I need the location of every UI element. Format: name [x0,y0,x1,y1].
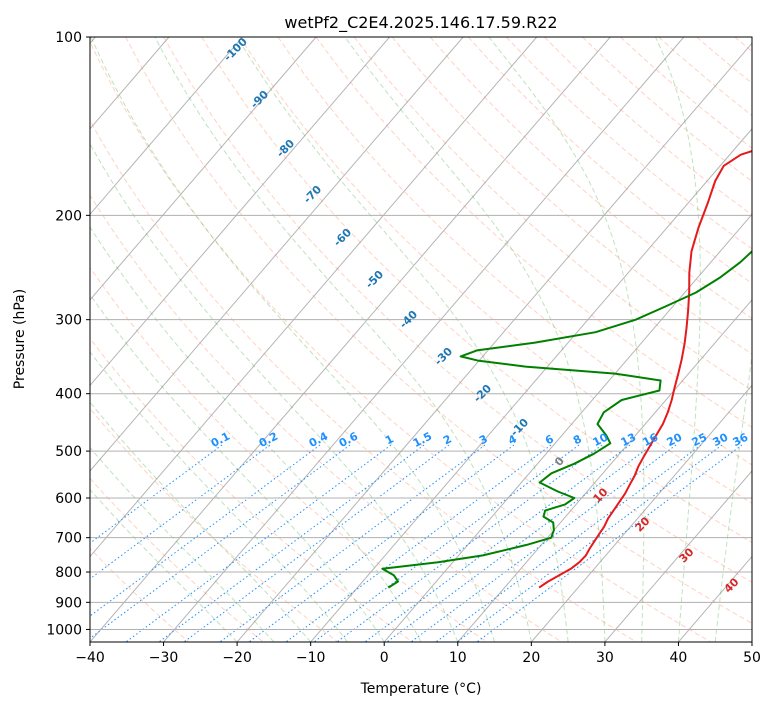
y-tick-label: 800 [55,565,82,581]
x-tick-label: 10 [449,650,467,666]
y-tick-label: 500 [55,444,82,460]
x-tick-label: −40 [75,650,105,666]
x-tick-label: 30 [596,650,614,666]
x-tick-label: −10 [296,650,326,666]
chart-title: wetPf2_C2E4.2025.146.17.59.R22 [284,13,557,33]
x-axis-label: Temperature (°C) [360,681,482,697]
x-tick-label: −30 [149,650,179,666]
y-tick-label: 400 [55,387,82,403]
y-tick-label: 700 [55,531,82,547]
y-axis-label: Pressure (hPa) [12,289,28,389]
x-tick-label: 20 [522,650,540,666]
y-tick-label: 600 [55,491,82,507]
plot-area [90,37,752,642]
x-tick-label: −20 [222,650,252,666]
y-tick-label: 300 [55,313,82,329]
y-tick-label: 1000 [46,622,82,638]
x-tick-label: 40 [670,650,688,666]
x-tick-label: 0 [380,650,389,666]
y-tick-label: 900 [55,595,82,611]
x-tick-label: 50 [743,650,761,666]
y-tick-label: 200 [55,208,82,224]
y-tick-label: 100 [55,30,82,46]
